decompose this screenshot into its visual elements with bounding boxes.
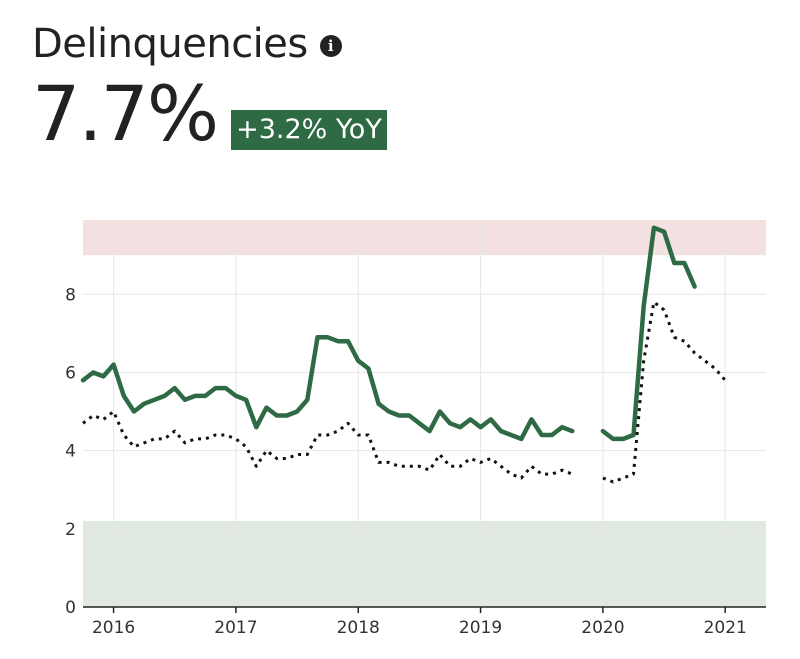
x-tick-label: 2016 bbox=[92, 618, 135, 638]
info-icon[interactable]: i bbox=[319, 35, 342, 57]
series-solid-line-segment-1 bbox=[600, 225, 697, 442]
band-high bbox=[83, 220, 766, 256]
series-dotted-line-segment-0 bbox=[82, 410, 573, 480]
axis-layer: 0 2 4 6 8 2016 2017 2018 2019 2020 2021 bbox=[65, 285, 766, 638]
value-row: 7.7% +3.2% YoY bbox=[32, 72, 387, 156]
x-tick-label: 2021 bbox=[704, 618, 747, 638]
series-layer bbox=[80, 225, 727, 484]
y-tick-label: 0 bbox=[65, 598, 76, 618]
series-solid-line-segment-0 bbox=[80, 335, 575, 442]
x-tick-label: 2018 bbox=[337, 618, 380, 638]
series-dotted-line-segment-1 bbox=[602, 300, 727, 484]
y-tick-label: 2 bbox=[65, 520, 76, 540]
bands-layer bbox=[83, 220, 766, 607]
band-low bbox=[83, 521, 766, 607]
yoy-badge: +3.2% YoY bbox=[231, 110, 387, 150]
metric-header: Delinquencies i 7.7% +3.2% YoY bbox=[32, 18, 387, 156]
x-tick-label: 2020 bbox=[581, 618, 624, 638]
y-tick-label: 6 bbox=[65, 363, 76, 383]
y-tick-label: 4 bbox=[65, 442, 76, 462]
current-value: 7.7% bbox=[32, 69, 219, 158]
y-tick-label: 8 bbox=[65, 285, 76, 305]
x-tick-label: 2019 bbox=[459, 618, 502, 638]
x-tick-label: 2017 bbox=[214, 618, 257, 638]
title-row: Delinquencies i bbox=[32, 18, 387, 70]
page-title: Delinquencies bbox=[32, 21, 308, 67]
